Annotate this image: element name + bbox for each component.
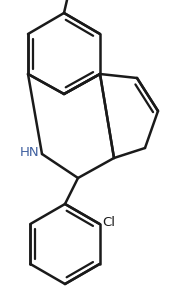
Text: HN: HN [20, 145, 40, 159]
Text: Cl: Cl [103, 215, 116, 229]
